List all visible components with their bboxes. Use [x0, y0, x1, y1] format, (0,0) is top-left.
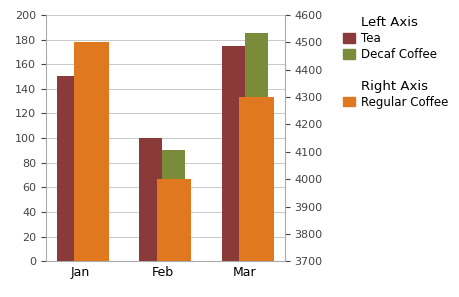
Bar: [57, 77, 80, 261]
Bar: [157, 179, 191, 297]
Bar: [162, 150, 185, 261]
Bar: [139, 138, 162, 261]
Bar: [74, 42, 109, 297]
Legend: Left Axis, Tea, Decaf Coffee,  , Right Axis, Regular Coffee: Left Axis, Tea, Decaf Coffee, , Right Ax…: [343, 16, 448, 109]
Bar: [239, 97, 274, 297]
Bar: [245, 33, 268, 261]
Bar: [222, 46, 245, 261]
Bar: [80, 89, 103, 261]
